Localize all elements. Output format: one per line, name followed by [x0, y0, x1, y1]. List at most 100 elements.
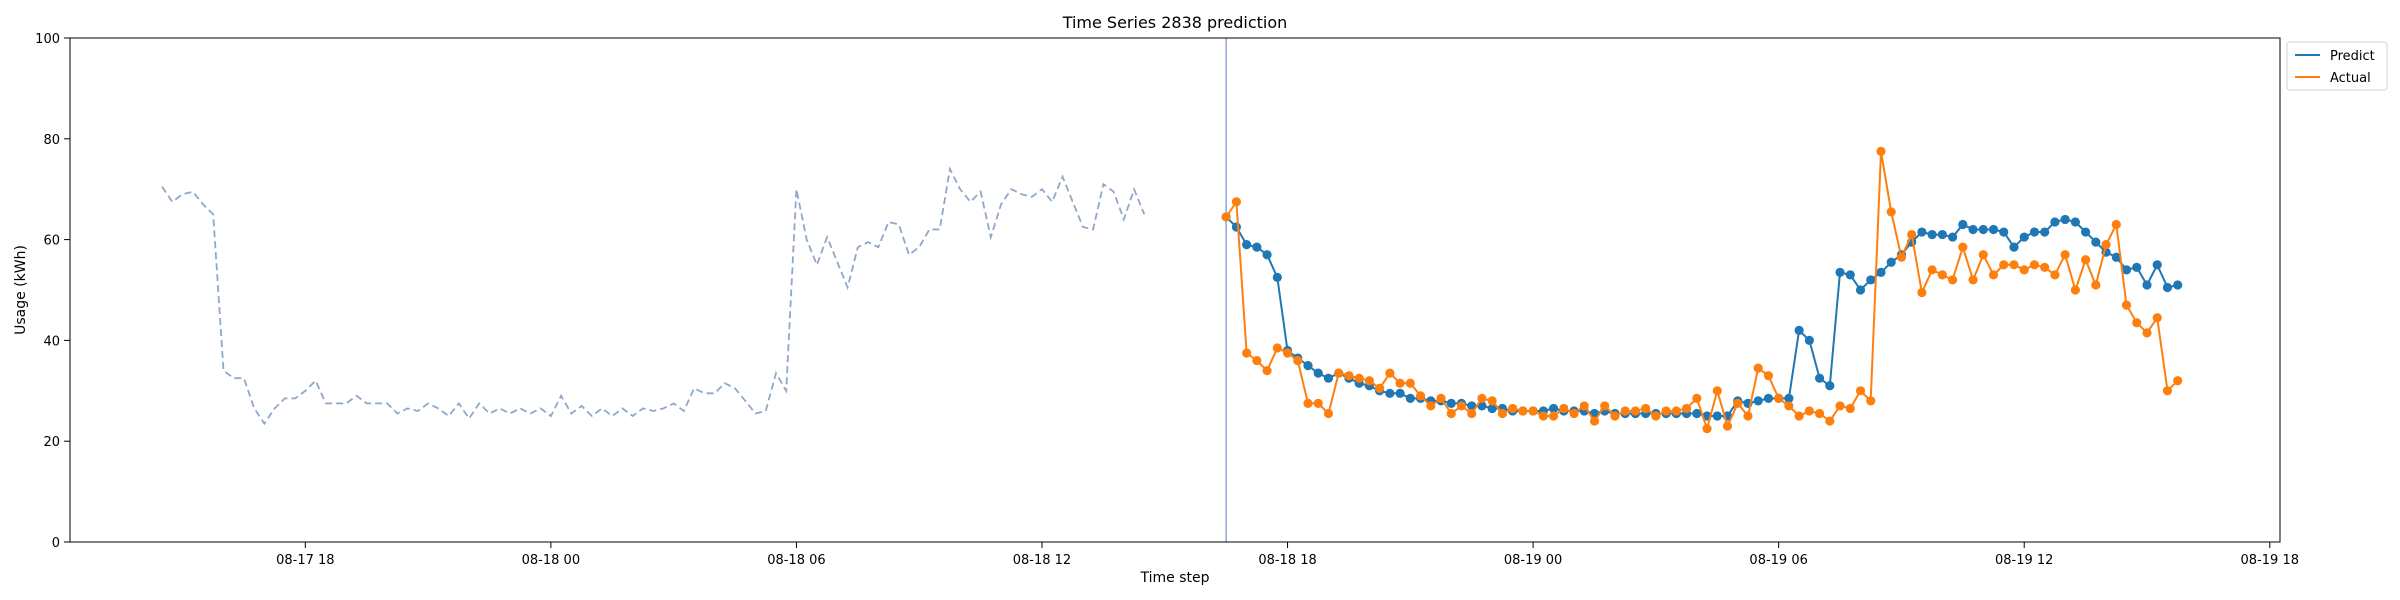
data-point-actual	[1487, 396, 1497, 406]
data-point-actual	[2019, 265, 2029, 275]
data-point-predict	[1692, 408, 1702, 419]
data-point-actual	[1446, 408, 1456, 419]
data-point-actual	[1641, 403, 1651, 414]
data-point-actual	[2070, 285, 2080, 295]
data-point-actual	[1569, 408, 1579, 419]
data-point-actual	[1364, 376, 1374, 386]
data-point-actual	[1426, 401, 1436, 411]
data-point-predict	[1446, 398, 1456, 408]
data-point-predict	[2019, 232, 2029, 242]
data-point-predict	[2173, 280, 2183, 290]
data-point-predict	[1794, 325, 1804, 335]
data-point-actual	[1518, 406, 1528, 416]
data-point-predict	[2009, 242, 2019, 252]
data-point-predict	[1323, 373, 1334, 383]
data-point-actual	[1497, 408, 1508, 419]
data-point-predict	[2132, 262, 2142, 272]
x-tick-label: 08-19 06	[1749, 553, 1807, 568]
data-point-actual	[1743, 411, 1753, 421]
data-point-actual	[1825, 416, 1835, 426]
data-point-actual	[1681, 403, 1692, 414]
x-tick-label: 08-18 00	[522, 553, 580, 568]
data-point-actual	[1988, 270, 1999, 280]
series-line-actual	[1225, 151, 2179, 433]
y-tick-label: 40	[43, 334, 60, 349]
x-tick-label: 08-18 18	[1258, 553, 1316, 568]
data-point-actual	[1456, 401, 1467, 411]
data-point-actual	[1272, 343, 1282, 353]
data-point-actual	[1733, 398, 1743, 408]
data-point-actual	[2101, 240, 2111, 250]
x-tick-label: 08-19 18	[2241, 553, 2299, 568]
data-point-predict	[1589, 408, 1600, 419]
data-point-predict	[1866, 275, 1876, 285]
data-point-predict	[1804, 335, 1814, 345]
data-point-predict	[1242, 240, 1252, 250]
data-point-actual	[2162, 386, 2173, 396]
data-point-predict	[1947, 232, 1958, 242]
data-point-predict	[2111, 252, 2121, 262]
data-point-actual	[1876, 146, 1886, 156]
data-point-predict	[1825, 381, 1835, 391]
data-point-predict	[1385, 388, 1395, 398]
data-point-actual	[1917, 287, 1927, 298]
data-point-actual	[1855, 386, 1866, 396]
data-point-predict	[1876, 267, 1886, 277]
data-point-actual	[1753, 363, 1763, 373]
data-point-actual	[1262, 366, 1272, 376]
data-point-actual	[1866, 396, 1876, 406]
data-point-predict	[1814, 373, 1825, 383]
data-point-predict	[1886, 257, 1896, 267]
data-point-actual	[2111, 219, 2121, 230]
data-point-predict	[1753, 396, 1763, 406]
data-point-actual	[1538, 411, 1548, 421]
data-point-actual	[1600, 401, 1610, 411]
data-point-predict	[2050, 217, 2060, 227]
data-point-actual	[1896, 252, 1907, 262]
data-point-predict	[1252, 242, 1262, 252]
data-point-actual	[1712, 386, 1722, 396]
data-point-actual	[1630, 406, 1641, 416]
data-point-actual	[1313, 398, 1323, 408]
data-point-predict	[1231, 222, 1241, 232]
data-point-predict	[1262, 250, 1272, 260]
data-point-predict	[1988, 224, 1999, 235]
y-tick-label: 0	[52, 536, 60, 551]
data-point-actual	[1231, 197, 1241, 207]
plot-frame	[69, 37, 2281, 543]
legend-label-predict: Predict	[2330, 49, 2375, 64]
data-point-actual	[1794, 411, 1804, 421]
data-point-predict	[1712, 411, 1722, 421]
data-point-predict	[1763, 393, 1774, 403]
data-point-actual	[2142, 328, 2152, 338]
data-point-predict	[1395, 388, 1405, 398]
series-layer	[161, 38, 2183, 542]
data-point-actual	[1405, 378, 1415, 388]
x-tick-label: 08-19 12	[1995, 553, 2053, 568]
data-point-actual	[1620, 406, 1630, 416]
data-point-actual	[2029, 260, 2040, 270]
data-point-actual	[1999, 260, 2009, 270]
data-point-actual	[1958, 242, 1968, 252]
data-point-actual	[1968, 275, 1978, 285]
data-point-actual	[1282, 348, 1293, 358]
data-point-predict	[1917, 227, 1927, 237]
data-point-predict	[1467, 401, 1477, 411]
data-point-actual	[1293, 355, 1303, 366]
data-point-actual	[2009, 260, 2019, 270]
data-point-predict	[1303, 361, 1313, 371]
data-point-actual	[1579, 401, 1589, 411]
data-point-actual	[1661, 406, 1671, 416]
data-point-actual	[2040, 262, 2050, 272]
data-point-actual	[1508, 403, 1518, 414]
data-point-actual	[1477, 393, 1487, 403]
data-point-predict	[1937, 229, 1947, 240]
data-point-actual	[1692, 393, 1702, 403]
data-point-predict	[1272, 272, 1282, 282]
data-point-actual	[1344, 371, 1354, 381]
y-tick-label: 100	[35, 32, 60, 47]
data-point-actual	[1589, 416, 1600, 426]
data-point-predict	[1855, 285, 1866, 295]
x-tick-label: 08-17 18	[276, 553, 334, 568]
